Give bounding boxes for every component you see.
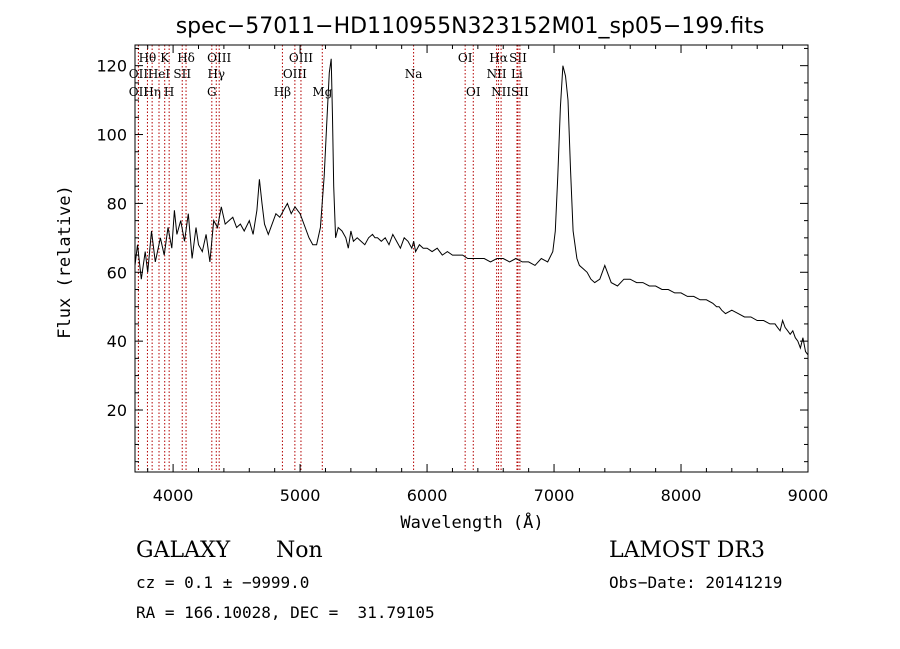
y-tick-label-4: 100 [96, 126, 127, 145]
y-tick-label-0: 20 [107, 401, 127, 420]
y-tick-label-5: 120 [96, 57, 127, 76]
marker-label-13: OIII [283, 67, 307, 81]
marker-label-17: OI [458, 51, 473, 65]
x-axis-label: Wavelength (Å) [400, 511, 543, 533]
marker-label-19: Hα [489, 51, 508, 65]
marker-label-10: G [207, 85, 217, 99]
marker-label-15: Mg [312, 85, 332, 99]
marker-label-11: OIII [207, 51, 231, 65]
marker-label-2: OII [129, 85, 149, 99]
marker-label-12: Hβ [274, 85, 291, 99]
y-tick-label-3: 80 [107, 194, 127, 213]
redshift-line: cz = 0.1 ± −9999.0 [136, 573, 310, 592]
x-tick-label-3: 7000 [534, 486, 575, 505]
y-axis-label: Flux (relative) [55, 185, 75, 339]
y-axis-ticks: 20 40 60 80 100 120 [96, 47, 808, 463]
y-tick-label-2: 60 [107, 263, 127, 282]
x-tick-label-1: 5000 [280, 486, 321, 505]
marker-label-22: SII [509, 51, 527, 65]
marker-label-8: SII [173, 67, 191, 81]
x-tick-label-5: 9000 [788, 486, 829, 505]
observation-date: Obs−Date: 20141219 [609, 573, 783, 592]
plot-frame [134, 44, 809, 473]
marker-label-24: SII [511, 85, 529, 99]
survey-label: LAMOST DR3 [609, 538, 765, 563]
marker-label-1: Hθ [139, 51, 157, 65]
marker-label-23: Li [511, 67, 523, 81]
marker-label-3: Hη [143, 85, 161, 99]
spectrum-line [134, 58, 809, 356]
x-tick-label-4: 8000 [661, 486, 702, 505]
x-tick-label-2: 6000 [407, 486, 448, 505]
chart-title: spec−57011−HD110955N323152M01_sp05−199.f… [176, 14, 765, 39]
coordinates-line: RA = 166.10028, DEC = 31.79105 [136, 603, 435, 622]
x-tick-label-0: 4000 [153, 486, 194, 505]
marker-label-16: Na [405, 67, 423, 81]
x-axis-ticks: 4000 5000 6000 7000 8000 9000 [147, 45, 829, 505]
marker-label-4: HeI [148, 67, 171, 81]
marker-label-7: Hδ [177, 51, 195, 65]
marker-label-20: NII [487, 67, 507, 81]
marker-label-14: OIII [289, 51, 313, 65]
subclass-label: Non [276, 538, 323, 563]
y-tick-label-1: 40 [107, 332, 127, 351]
marker-label-21: NII [491, 85, 511, 99]
marker-label-5: K [160, 51, 170, 65]
class-label: GALAXY [136, 538, 231, 563]
marker-label-6: H [164, 85, 174, 99]
marker-label-18: OI [466, 85, 481, 99]
marker-label-9: Hγ [207, 67, 225, 81]
